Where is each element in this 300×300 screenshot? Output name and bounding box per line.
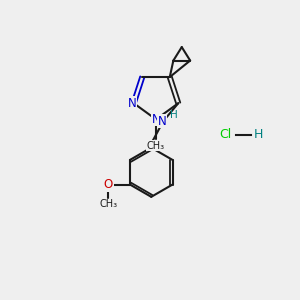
Text: O: O [104, 178, 113, 191]
Text: H: H [170, 110, 178, 120]
Text: Cl: Cl [219, 128, 231, 142]
Text: N: N [128, 97, 136, 110]
Text: H: H [253, 128, 263, 142]
Text: N: N [152, 113, 160, 126]
Text: N: N [158, 115, 166, 128]
Text: CH₃: CH₃ [147, 140, 165, 151]
Text: CH₃: CH₃ [99, 199, 117, 209]
